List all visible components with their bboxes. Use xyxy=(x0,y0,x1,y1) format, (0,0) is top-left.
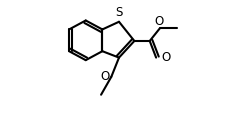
Text: S: S xyxy=(115,6,123,19)
Text: O: O xyxy=(161,51,170,64)
Text: O: O xyxy=(101,70,110,83)
Text: O: O xyxy=(155,14,164,28)
